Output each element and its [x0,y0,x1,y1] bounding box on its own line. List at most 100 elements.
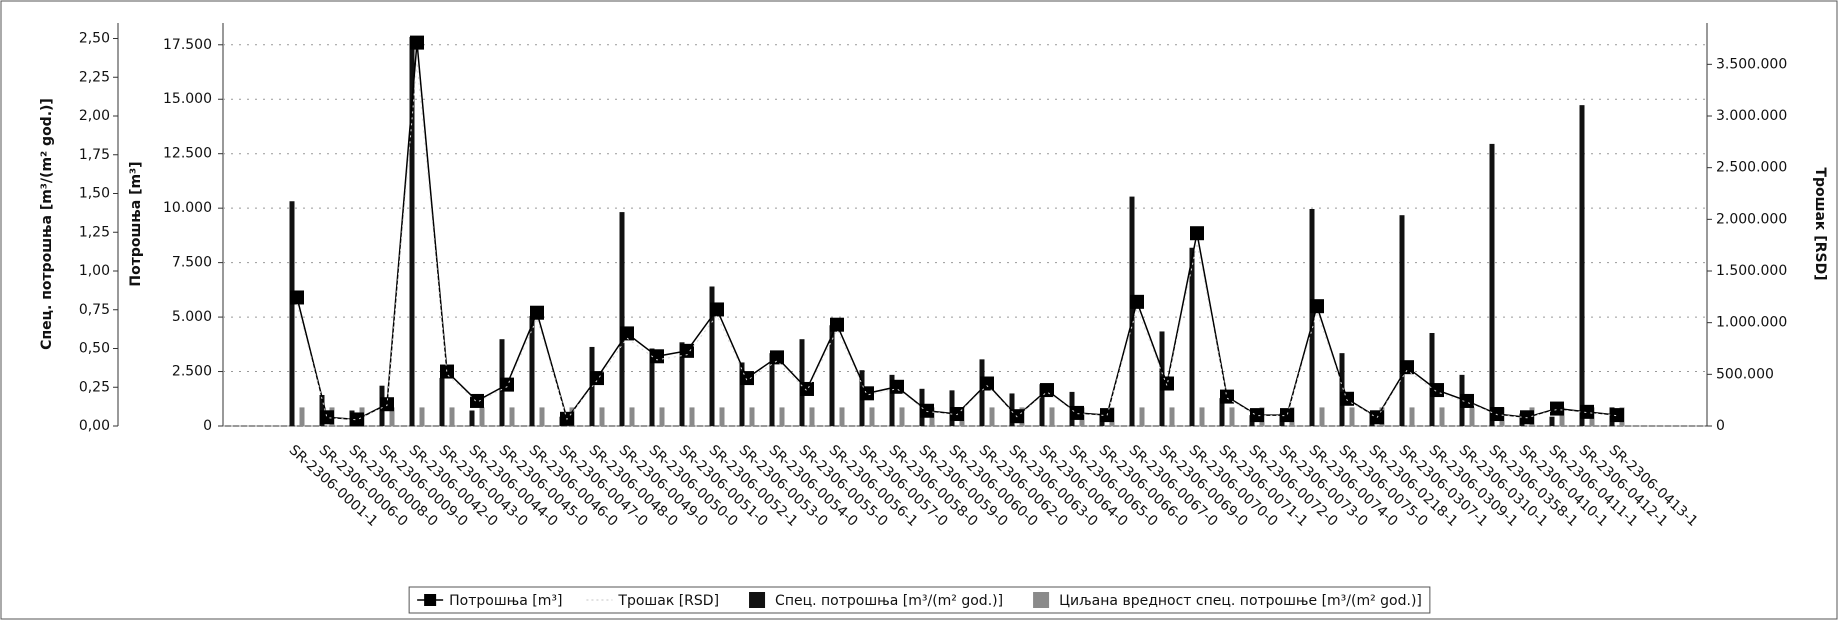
legend: Потрошња [m³] Трошак [RSD] Спец. потрошња … [408,586,1431,614]
marker [800,381,814,396]
bar [389,407,395,426]
bar [1319,407,1325,426]
marker [1340,391,1354,406]
marker [1550,401,1564,416]
marker [1250,408,1264,423]
legend-label: Трошак [RSD] [617,593,719,609]
marker [410,35,424,50]
yticks-label: 15.000 [163,91,212,107]
yticks-label: 7.500 [172,255,212,271]
bar [619,212,625,426]
bar [1549,416,1555,426]
marker [860,386,874,401]
bar [769,353,775,426]
bar [659,407,665,426]
marker [1220,389,1234,404]
legend-box [408,586,1431,614]
bar [979,359,985,426]
marker [1130,294,1144,309]
marker [740,371,754,386]
y2ticks-label: 1.000.000 [1716,315,1787,331]
bar [1439,407,1445,426]
marker [1400,360,1414,375]
legend-label: Спец. потрошња [m³/(m² god.)] [775,593,1003,609]
y2ticks-label: 500.000 [1716,366,1774,382]
marker [1460,393,1474,408]
marker [1430,383,1444,398]
marker [1160,376,1174,391]
y3ticks-label: 0,25 [79,379,110,395]
marker [980,376,994,391]
marker [530,305,544,320]
y2ticks-label: 2.000.000 [1716,211,1787,227]
bar [869,407,875,426]
yticks-label: 12.500 [163,146,212,162]
marker [1310,299,1324,314]
y3ticks-label: 1,00 [79,263,110,279]
marker [680,343,694,358]
legend-item: Спец. потрошња [m³/(m² god.)] [749,592,1003,609]
marker [1070,405,1084,420]
bar [449,407,455,426]
y3ticks-label: 2,50 [79,31,110,47]
bar [719,407,725,426]
legend-item: Потрошња [m³] [417,593,562,609]
marker [620,326,634,341]
bar [539,407,545,426]
marker [500,377,514,392]
y3ticks-label: 2,25 [79,69,110,85]
legend-item: Трошак [RSD] [586,593,719,609]
yticks-label: 10.000 [163,200,212,216]
marker [290,290,304,305]
bar [1489,143,1495,426]
bar [779,407,785,426]
bar [809,407,815,426]
bar [1339,353,1345,426]
bar [529,315,535,426]
legend-swatch [424,594,437,606]
marker [440,364,454,379]
bar [1409,407,1415,426]
y3ticks-label: 0,75 [79,302,110,318]
marker [830,317,844,332]
marker [1580,404,1594,419]
bar [629,407,635,426]
marker [1610,408,1624,423]
y2-axis-title: Трошак [RSD] [1812,167,1828,280]
marker [350,412,364,427]
line [296,62,1618,421]
bar [709,286,715,426]
bar [419,407,425,426]
marker [1190,226,1204,241]
y3-axis-title: Спец. потрошња [m³/(m² god.)] [39,98,55,350]
y3ticks-label: 0,00 [79,418,110,434]
y3ticks-label: 1,50 [79,186,110,202]
bar [829,325,835,426]
y3ticks-label: 2,00 [79,108,110,124]
bar [509,407,515,426]
yticks-label: 0 [203,418,212,434]
bar [439,377,445,426]
bar [1429,333,1435,426]
bar [1349,407,1355,426]
bar [289,201,295,426]
bar [1229,407,1235,426]
y-axis-title: Потрошња [m³] [128,161,144,286]
y2ticks-label: 3.000.000 [1716,108,1787,124]
marker [770,350,784,365]
legend-label: Циљана вредност спец. потрошње [m³/(m² g… [1059,593,1422,609]
bar [1169,407,1175,426]
bar [679,342,685,426]
bar [1399,215,1405,426]
bar [299,407,305,426]
bar [1219,398,1225,426]
legend-swatch [749,592,766,608]
marker [1040,383,1054,398]
bar [1139,407,1145,426]
yticks-label: 17.500 [163,37,212,53]
marker [710,302,724,317]
y2ticks-label: 0 [1716,418,1725,434]
bar [1579,105,1585,427]
marker [1490,407,1504,422]
